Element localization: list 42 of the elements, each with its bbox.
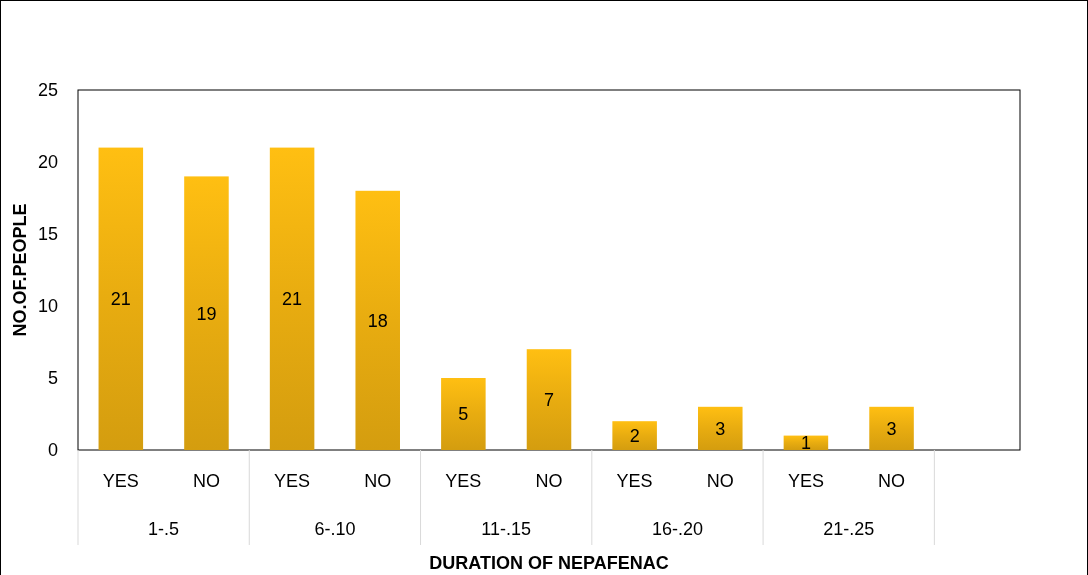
data-label: 3 [886,418,897,439]
x-tick-label: YES [616,471,653,492]
y-tick-label: 15 [37,224,58,245]
y-tick-label: 25 [37,80,58,101]
bar [698,406,743,450]
data-label: 21 [282,289,303,310]
data-label: 21 [110,289,131,310]
bar [269,147,315,450]
text: 1-.5 [148,519,180,540]
data-label: 2 [629,425,640,446]
text: 16-.20 [651,519,703,540]
bar [355,190,400,450]
data-label: 19 [196,303,217,324]
y-axis-title: NO.OF.PEOPLE [10,203,31,337]
bar [612,421,657,450]
bar [869,406,914,450]
bar [184,176,229,450]
bar [98,147,144,450]
x-tick-label: YES [787,471,824,492]
x-tick-label: NO [364,471,392,492]
data-label: 1 [800,433,811,454]
x-axis-title: DURATION OF NEPAFENAC [429,553,669,574]
data-label: 18 [367,310,388,331]
y-tick-label: 0 [47,440,58,461]
text: 6-.10 [314,519,356,540]
x-tick-label: NO [706,471,734,492]
y-tick-label: 5 [47,368,58,389]
y-tick-label: 10 [37,296,58,317]
text: 11-.15 [481,519,532,540]
data-label: 7 [543,389,555,410]
x-tick-label: YES [102,471,139,492]
data-label: 5 [458,404,469,425]
x-tick-label: NO [192,471,220,492]
text: 21-.25 [823,519,875,540]
x-tick-label: YES [445,471,482,492]
bar [526,349,572,450]
data-label: 3 [715,418,726,439]
x-tick-label: NO [535,471,563,492]
x-tick-label: NO [878,471,906,492]
x-tick-label: YES [274,471,311,492]
y-tick-label: 20 [37,152,58,173]
bar [441,378,486,450]
